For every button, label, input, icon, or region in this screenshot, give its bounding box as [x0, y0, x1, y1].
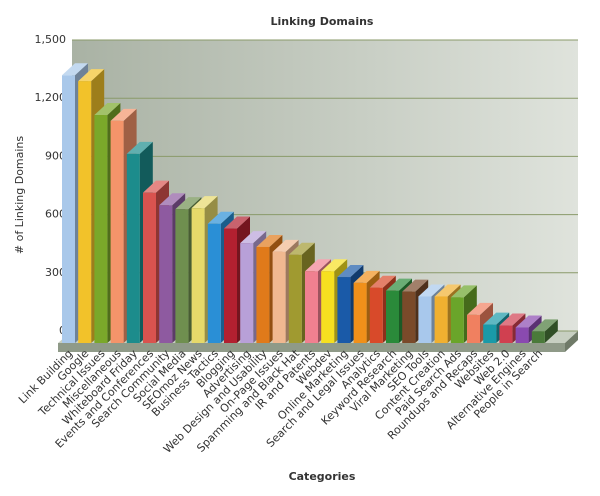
bar-front [288, 254, 302, 343]
bar-top [321, 259, 348, 272]
bar-top [256, 234, 283, 247]
bar-top [353, 270, 380, 283]
bar-front [450, 297, 464, 343]
bar-front [369, 287, 383, 343]
bar-top [126, 141, 153, 154]
bar-top [207, 211, 234, 224]
bar-front [402, 291, 416, 343]
floor-edge [58, 343, 565, 352]
bar-top [450, 285, 477, 298]
bar-front [418, 296, 432, 343]
bar-front [531, 331, 545, 343]
y-tick-label: 1,200 [35, 91, 67, 104]
bar-top [224, 216, 250, 229]
bar-top [499, 313, 526, 326]
bar-top [483, 312, 510, 325]
bar-front [94, 115, 108, 343]
bar-front [467, 314, 480, 343]
bar-top [369, 275, 396, 288]
bar-top [272, 239, 299, 252]
y-tick-label: 300 [45, 266, 66, 279]
bar-front [224, 228, 237, 343]
bar-top [337, 265, 364, 278]
bar-front [175, 209, 189, 343]
bar-front [159, 205, 173, 343]
y-tick-label: 600 [45, 208, 66, 221]
y-tick-label: 1,500 [35, 33, 67, 46]
bar-front [386, 290, 399, 343]
bar-front [143, 192, 156, 343]
bar-top [305, 259, 331, 272]
bar-front [256, 246, 270, 343]
chart-title: Linking Domains [271, 15, 374, 28]
bar-front [126, 153, 140, 343]
bar-front [240, 243, 254, 343]
x-axis-title: Categories [289, 470, 356, 483]
bar-front [515, 327, 529, 343]
bar-front [110, 120, 124, 344]
bar-front [321, 271, 335, 343]
bar-top [402, 279, 429, 292]
bar-top [418, 284, 445, 297]
bar-top [175, 197, 202, 210]
bar [531, 319, 558, 343]
bar-top [143, 180, 169, 193]
bar-front [305, 271, 318, 343]
bar-top [159, 193, 186, 206]
bar-top [531, 319, 558, 332]
y-axis-title: # of Linking Domains [13, 136, 26, 255]
y-tick-label: 900 [45, 149, 66, 162]
bar-front [434, 296, 448, 343]
bar-front [353, 282, 367, 343]
bar-front [499, 325, 513, 343]
bar-top [240, 231, 267, 244]
bar-top [515, 315, 542, 328]
bar-top [191, 196, 218, 209]
bar-front [191, 208, 205, 343]
bar-top [434, 284, 461, 297]
bar-top [78, 69, 105, 82]
bar-front [483, 324, 497, 343]
bar-top [386, 278, 412, 291]
bar-front [207, 223, 221, 343]
bar-top [288, 242, 315, 255]
bar-top [467, 302, 493, 315]
floor-side [565, 331, 578, 352]
bar-front [272, 251, 286, 343]
bar-front [62, 75, 75, 343]
bar-front [337, 277, 351, 343]
bar-top [62, 63, 88, 76]
bar-top [94, 103, 121, 116]
bar-front [78, 81, 92, 343]
bar-side [544, 319, 558, 343]
bar-top [110, 108, 137, 121]
